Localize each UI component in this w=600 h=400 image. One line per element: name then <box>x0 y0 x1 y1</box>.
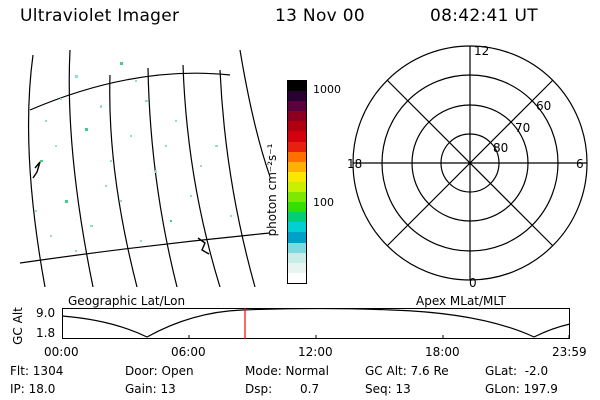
polar-plot: 12 18 6 0 60 70 80 <box>347 44 588 290</box>
dsp-value: 0.7 <box>300 382 320 396</box>
coastline <box>32 161 41 179</box>
gc-altitude: GC Alt: 7.6 Re <box>365 364 449 378</box>
lat-label-70: 70 <box>515 121 530 135</box>
mlt-label-12: 12 <box>474 44 489 58</box>
colorbar-segment <box>288 171 306 182</box>
colorbar-unit-label: photon cm⁻²s⁻¹ <box>265 143 279 237</box>
colorbar-segment <box>288 101 306 112</box>
colorbar-segment <box>288 232 306 243</box>
longitude-line <box>239 50 270 179</box>
colorbar-segment <box>288 91 306 102</box>
mode-status: Mode: Normal <box>245 364 329 378</box>
latitude-line <box>20 232 270 264</box>
colorbar-segment <box>288 212 306 223</box>
altitude-ymax: 9.0 <box>36 306 56 320</box>
coastline <box>197 237 210 255</box>
altitude-plot <box>62 308 571 339</box>
colorbar-segment <box>288 151 306 162</box>
mlt-label-18: 18 <box>347 157 362 171</box>
longitude-line <box>147 67 178 287</box>
colorbar-tick-1000: 1000 <box>313 83 341 96</box>
gain-value: Gain: 13 <box>125 382 176 396</box>
sequence-number: Seq: 13 <box>365 382 411 396</box>
colorbar-tick-100: 100 <box>313 196 334 209</box>
colorbar-segment <box>288 161 306 172</box>
polar-panel-label: Apex MLat/MLT <box>416 294 506 308</box>
colorbar-segment <box>288 81 306 92</box>
longitude-line <box>182 64 221 287</box>
mlt-label-0: 0 <box>469 276 477 290</box>
x-tick-label-1200: 12:00 <box>298 345 333 359</box>
colorbar-segment <box>288 272 306 283</box>
altitude-curve <box>62 308 571 338</box>
colorbar-segment <box>288 141 306 152</box>
colorbar-segment <box>288 222 306 233</box>
x-tick-label-1800: 18:00 <box>425 345 460 359</box>
lat-label-60: 60 <box>536 99 551 113</box>
colorbar-segment <box>288 192 306 203</box>
date-label: 13 Nov 00 <box>275 6 365 26</box>
ip-value: IP: 18.0 <box>10 382 56 396</box>
longitude-line <box>27 54 46 287</box>
dsp-label: Dsp: <box>245 382 273 396</box>
colorbar-segment <box>288 181 306 193</box>
colorbar-segment <box>288 202 306 213</box>
door-status: Door: Open <box>125 364 194 378</box>
colorbar-segment <box>288 121 306 132</box>
flight-number: Flt: 1304 <box>10 364 64 378</box>
latitude-line <box>29 72 231 111</box>
x-tick-label-2359: 23:59 <box>552 345 587 359</box>
colorbar-segment <box>288 242 306 253</box>
geo-latitude: GLat: -2.0 <box>485 364 549 378</box>
instrument-title: Ultraviolet Imager <box>20 6 180 26</box>
altitude-ymin: 1.8 <box>36 326 56 340</box>
colorbar-segment <box>288 131 306 142</box>
mlt-label-6: 6 <box>576 157 584 171</box>
auroral-speckles <box>35 62 232 252</box>
geo-longitude: GLon: 197.9 <box>485 382 558 396</box>
colorbar <box>287 80 307 284</box>
x-tick-label-0000: 00:00 <box>44 345 79 359</box>
geographic-image-panel <box>20 50 270 287</box>
mlt-line-diagonal <box>386 79 554 247</box>
lat-label-80: 80 <box>493 141 508 155</box>
geographic-panel-label: Geographic Lat/Lon <box>68 294 186 308</box>
colorbar-segment <box>288 262 306 273</box>
longitude-line <box>68 50 94 287</box>
longitude-line <box>109 74 138 287</box>
colorbar-segment <box>288 111 306 122</box>
x-tick-label-0600: 06:00 <box>171 345 206 359</box>
colorbar-segment <box>288 252 306 263</box>
longitude-line <box>219 69 256 287</box>
altitude-ylabel: GC Alt <box>11 307 25 345</box>
time-label: 08:42:41 UT <box>430 6 538 26</box>
